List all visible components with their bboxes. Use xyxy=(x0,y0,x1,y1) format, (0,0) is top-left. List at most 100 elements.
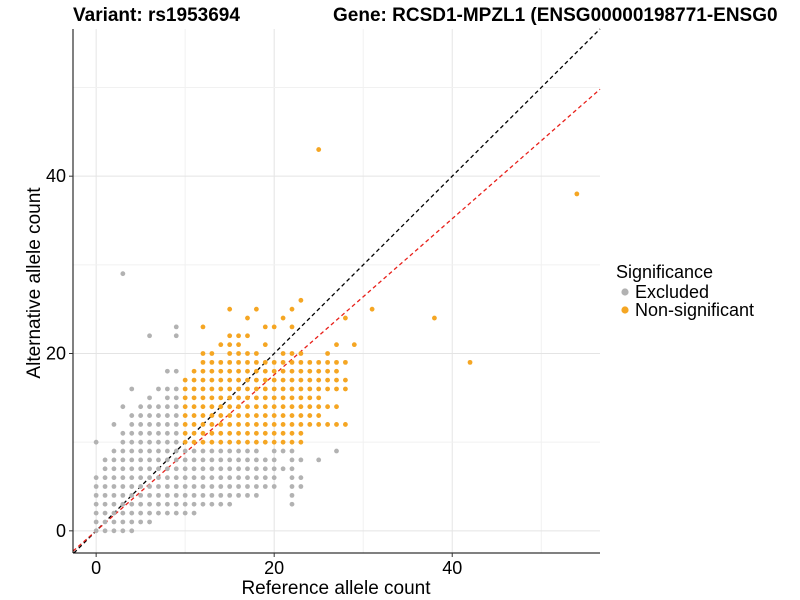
point-excluded xyxy=(156,501,161,507)
point-non-significant xyxy=(262,430,268,436)
point-excluded xyxy=(289,466,295,472)
gridlines xyxy=(73,29,600,553)
point-excluded xyxy=(147,404,152,410)
point-non-significant xyxy=(334,386,339,392)
point-non-significant xyxy=(271,404,277,410)
point-excluded xyxy=(316,457,322,463)
point-non-significant xyxy=(307,377,313,383)
point-excluded xyxy=(111,519,117,525)
point-excluded xyxy=(245,484,250,489)
point-non-significant xyxy=(245,413,250,418)
point-non-significant xyxy=(191,395,197,401)
point-non-significant xyxy=(262,377,268,383)
point-excluded xyxy=(93,439,99,445)
point-excluded xyxy=(111,528,117,534)
point-excluded xyxy=(102,457,108,463)
point-excluded xyxy=(120,404,126,410)
point-excluded xyxy=(102,484,108,489)
point-non-significant xyxy=(236,377,241,383)
point-excluded xyxy=(129,475,135,481)
point-non-significant xyxy=(289,351,295,356)
point-non-significant xyxy=(218,422,224,427)
point-non-significant xyxy=(262,413,268,418)
point-excluded xyxy=(138,475,144,481)
point-excluded xyxy=(173,368,179,374)
point-non-significant xyxy=(289,422,295,427)
point-excluded xyxy=(227,475,233,481)
point-non-significant xyxy=(289,359,295,365)
point-excluded xyxy=(138,439,144,445)
point-non-significant xyxy=(227,404,233,410)
point-non-significant xyxy=(280,359,286,365)
point-non-significant xyxy=(227,413,233,418)
point-excluded xyxy=(262,484,268,489)
point-excluded xyxy=(156,448,161,454)
point-excluded xyxy=(156,413,161,418)
point-non-significant xyxy=(289,430,295,436)
point-non-significant xyxy=(200,439,206,445)
point-non-significant xyxy=(316,422,322,427)
point-non-significant xyxy=(218,342,224,348)
point-excluded xyxy=(120,501,126,507)
point-non-significant xyxy=(271,359,277,365)
point-non-significant xyxy=(245,368,250,374)
point-non-significant xyxy=(245,404,250,410)
point-non-significant xyxy=(227,333,233,339)
point-excluded xyxy=(191,492,197,498)
point-non-significant xyxy=(325,377,330,383)
point-non-significant xyxy=(325,422,330,427)
point-excluded xyxy=(182,492,188,498)
point-non-significant xyxy=(200,368,206,374)
point-non-significant xyxy=(432,315,437,321)
point-excluded xyxy=(271,484,277,489)
point-excluded xyxy=(209,475,215,481)
point-excluded xyxy=(129,519,135,525)
point-excluded xyxy=(120,439,126,445)
point-non-significant xyxy=(298,430,304,436)
point-excluded xyxy=(129,510,135,516)
point-non-significant xyxy=(182,413,188,418)
point-non-significant xyxy=(200,395,206,401)
point-non-significant xyxy=(307,386,313,392)
point-non-significant xyxy=(200,324,206,330)
point-excluded xyxy=(173,492,179,498)
point-non-significant xyxy=(218,386,224,392)
point-excluded xyxy=(156,475,161,481)
point-excluded xyxy=(173,484,179,489)
point-excluded xyxy=(182,457,188,463)
point-excluded xyxy=(156,466,161,472)
point-non-significant xyxy=(316,377,322,383)
point-non-significant xyxy=(218,439,224,445)
point-non-significant xyxy=(227,386,233,392)
point-excluded xyxy=(191,448,197,454)
point-non-significant xyxy=(245,333,250,339)
point-excluded xyxy=(173,413,179,418)
point-non-significant xyxy=(200,404,206,410)
point-excluded xyxy=(245,457,250,463)
point-non-significant xyxy=(262,404,268,410)
point-non-significant xyxy=(236,386,241,392)
point-non-significant xyxy=(271,439,277,445)
point-excluded xyxy=(164,448,170,454)
reference-line-fit xyxy=(72,88,601,552)
point-non-significant xyxy=(227,368,233,374)
point-non-significant xyxy=(307,359,313,365)
point-excluded xyxy=(120,492,126,498)
point-non-significant xyxy=(334,377,339,383)
point-excluded xyxy=(147,466,152,472)
point-excluded xyxy=(245,475,250,481)
point-excluded xyxy=(253,492,259,498)
point-non-significant xyxy=(343,315,348,321)
y-axis-title: Alternative allele count xyxy=(24,187,45,379)
point-excluded xyxy=(280,448,286,454)
point-excluded xyxy=(129,466,135,472)
point-excluded xyxy=(147,457,152,463)
point-non-significant xyxy=(218,413,224,418)
point-excluded xyxy=(164,368,170,374)
point-excluded xyxy=(164,510,170,516)
point-excluded xyxy=(289,448,295,454)
point-non-significant xyxy=(280,430,286,436)
legend-label: Non-significant xyxy=(635,300,754,320)
point-non-significant xyxy=(182,386,188,392)
